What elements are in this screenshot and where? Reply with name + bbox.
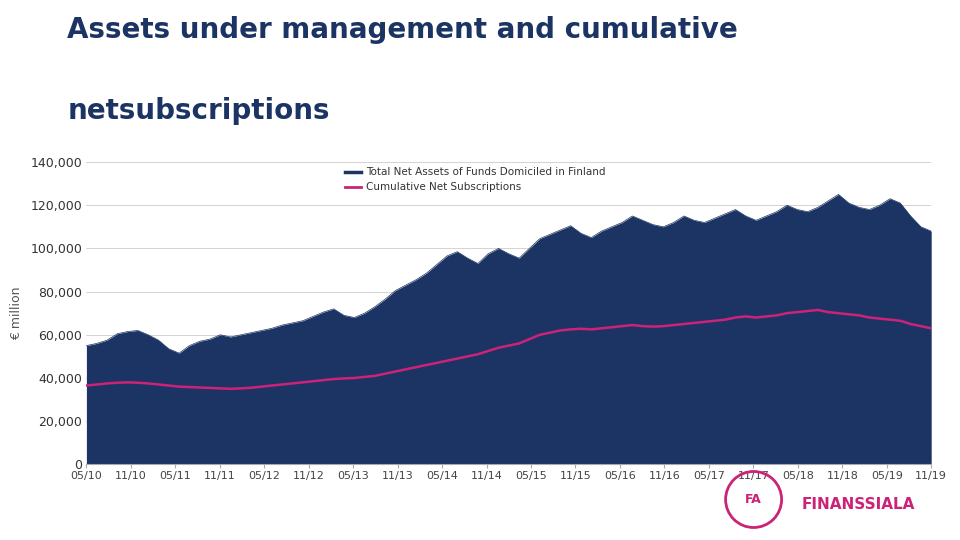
Text: FA: FA bbox=[745, 493, 762, 506]
Text: netsubscriptions: netsubscriptions bbox=[67, 97, 329, 125]
Y-axis label: € million: € million bbox=[11, 286, 23, 340]
Legend: Total Net Assets of Funds Domiciled in Finland, Cumulative Net Subscriptions: Total Net Assets of Funds Domiciled in F… bbox=[345, 167, 606, 192]
Text: Assets under management and cumulative: Assets under management and cumulative bbox=[67, 16, 738, 44]
Text: FINANSSIALA: FINANSSIALA bbox=[802, 497, 915, 512]
